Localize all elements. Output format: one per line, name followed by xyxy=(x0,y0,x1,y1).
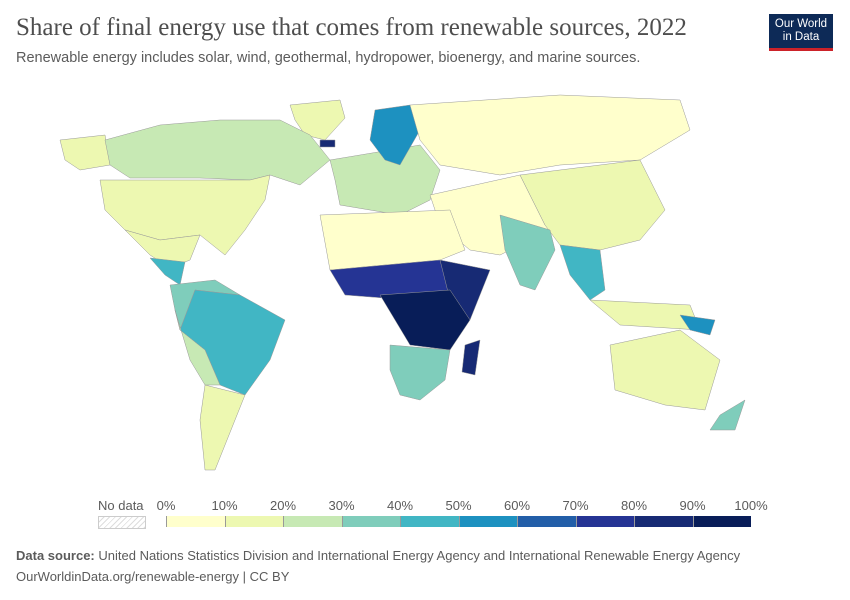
legend-tick: 100% xyxy=(734,498,768,513)
chart-subtitle: Renewable energy includes solar, wind, g… xyxy=(16,50,641,66)
legend-bin[interactable] xyxy=(224,516,283,527)
region-southeast-asia[interactable] xyxy=(559,244,606,301)
region-new-zealand[interactable] xyxy=(709,399,746,431)
legend-bin[interactable] xyxy=(400,516,459,527)
region-iceland[interactable] xyxy=(319,139,336,148)
source-url[interactable]: OurWorldinData.org/renewable-energy | CC… xyxy=(16,569,290,584)
region-indonesia[interactable] xyxy=(589,299,701,331)
legend-tick: 20% xyxy=(269,498,297,513)
legend-bin[interactable] xyxy=(692,516,751,527)
region-mexico[interactable] xyxy=(124,229,201,269)
legend-bin[interactable] xyxy=(634,516,693,527)
owid-logo[interactable]: Our World in Data xyxy=(769,14,833,51)
legend-tick: 30% xyxy=(328,498,355,513)
no-data-label: No data xyxy=(98,498,144,513)
chart-title: Share of final energy use that comes fro… xyxy=(16,14,687,41)
legend-bin[interactable] xyxy=(283,516,342,527)
region-india[interactable] xyxy=(499,214,556,291)
legend-tick: 40% xyxy=(386,498,414,513)
legend-tick: 60% xyxy=(503,498,531,513)
legend-tick: 10% xyxy=(211,498,238,513)
data-source: Data source: United Nations Statistics D… xyxy=(16,548,740,563)
region-australia[interactable] xyxy=(609,329,721,411)
legend-tick: 0% xyxy=(156,498,176,513)
data-source-text: United Nations Statistics Division and I… xyxy=(98,548,741,563)
region-russia[interactable] xyxy=(409,94,691,176)
legend-tick: 50% xyxy=(445,498,472,513)
region-southern-cone[interactable] xyxy=(199,384,246,471)
legend-tick: 90% xyxy=(679,498,706,513)
legend-bin[interactable] xyxy=(341,516,400,527)
region-papua-new-guinea[interactable] xyxy=(679,314,716,336)
legend-tick: 70% xyxy=(562,498,589,513)
legend-bin[interactable] xyxy=(517,516,576,527)
region-east-asia[interactable] xyxy=(519,159,666,251)
legend-tick: 80% xyxy=(620,498,648,513)
region-alaska[interactable] xyxy=(59,134,111,171)
region-central-africa[interactable] xyxy=(379,289,471,351)
region-southern-africa[interactable] xyxy=(389,344,451,401)
region-north-africa[interactable] xyxy=(319,209,466,271)
region-andes[interactable] xyxy=(174,309,221,386)
legend-bin[interactable] xyxy=(166,516,225,527)
region-central-america[interactable] xyxy=(149,257,186,286)
region-madagascar[interactable] xyxy=(461,339,481,376)
legend-bin[interactable] xyxy=(575,516,634,527)
no-data-swatch xyxy=(98,516,146,529)
legend-bin[interactable] xyxy=(458,516,517,527)
world-map[interactable] xyxy=(0,80,850,490)
data-source-label: Data source: xyxy=(16,548,95,563)
region-canada[interactable] xyxy=(104,119,331,186)
